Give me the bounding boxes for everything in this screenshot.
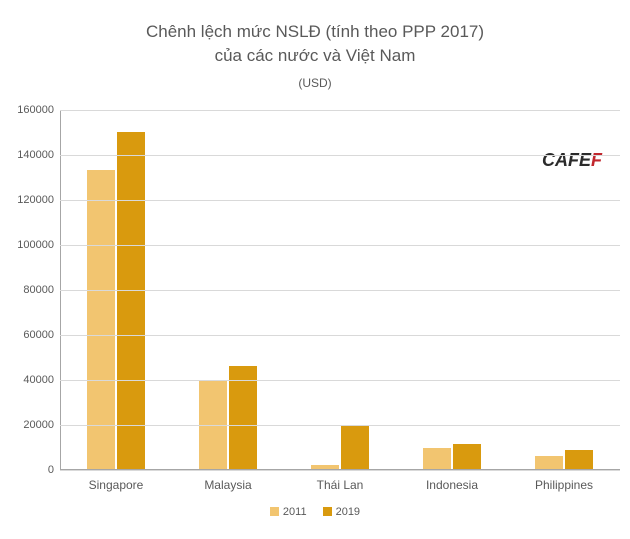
y-tick-label: 120000 <box>4 194 54 206</box>
chart-container: Chênh lệch mức NSLĐ (tính theo PPP 2017)… <box>0 0 630 539</box>
bar <box>453 444 481 470</box>
grid-line <box>60 470 620 471</box>
y-tick-label: 80000 <box>4 284 54 296</box>
y-tick-label: 60000 <box>4 329 54 341</box>
title-line-1: Chênh lệch mức NSLĐ (tính theo PPP 2017) <box>146 22 484 41</box>
grid-line <box>60 245 620 246</box>
chart-subtitle: (USD) <box>20 76 610 90</box>
grid-line <box>60 380 620 381</box>
plot-area: 0200004000060000800001000001200001400001… <box>60 110 620 470</box>
grid-line <box>60 200 620 201</box>
y-tick-label: 0 <box>4 464 54 476</box>
y-tick-label: 140000 <box>4 149 54 161</box>
x-tick-label: Indonesia <box>396 478 508 492</box>
y-tick-label: 20000 <box>4 419 54 431</box>
x-tick-label: Thái Lan <box>284 478 396 492</box>
legend-item: 2019 <box>323 506 360 518</box>
bar <box>229 366 257 470</box>
x-tick-label: Philippines <box>508 478 620 492</box>
grid-line <box>60 290 620 291</box>
legend-label: 2019 <box>336 506 360 518</box>
y-tick-label: 40000 <box>4 374 54 386</box>
x-labels: SingaporeMalaysiaThái LanIndonesiaPhilip… <box>60 478 620 492</box>
legend-swatch <box>323 507 332 516</box>
legend-swatch <box>270 507 279 516</box>
grid-line <box>60 155 620 156</box>
bar <box>341 426 369 470</box>
legend-item: 2011 <box>270 506 307 518</box>
bar <box>535 456 563 470</box>
legend: 2011 2019 <box>20 506 610 518</box>
title-line-2: của các nước và Việt Nam <box>215 46 416 65</box>
x-tick-label: Singapore <box>60 478 172 492</box>
bar <box>117 132 145 470</box>
legend-label: 2011 <box>283 506 307 518</box>
x-tick-label: Malaysia <box>172 478 284 492</box>
grid-line <box>60 110 620 111</box>
chart-title: Chênh lệch mức NSLĐ (tính theo PPP 2017)… <box>20 20 610 68</box>
y-tick-label: 100000 <box>4 239 54 251</box>
bar <box>565 450 593 469</box>
bar <box>423 448 451 469</box>
y-tick-label: 160000 <box>4 104 54 116</box>
grid-line <box>60 425 620 426</box>
grid-line <box>60 335 620 336</box>
